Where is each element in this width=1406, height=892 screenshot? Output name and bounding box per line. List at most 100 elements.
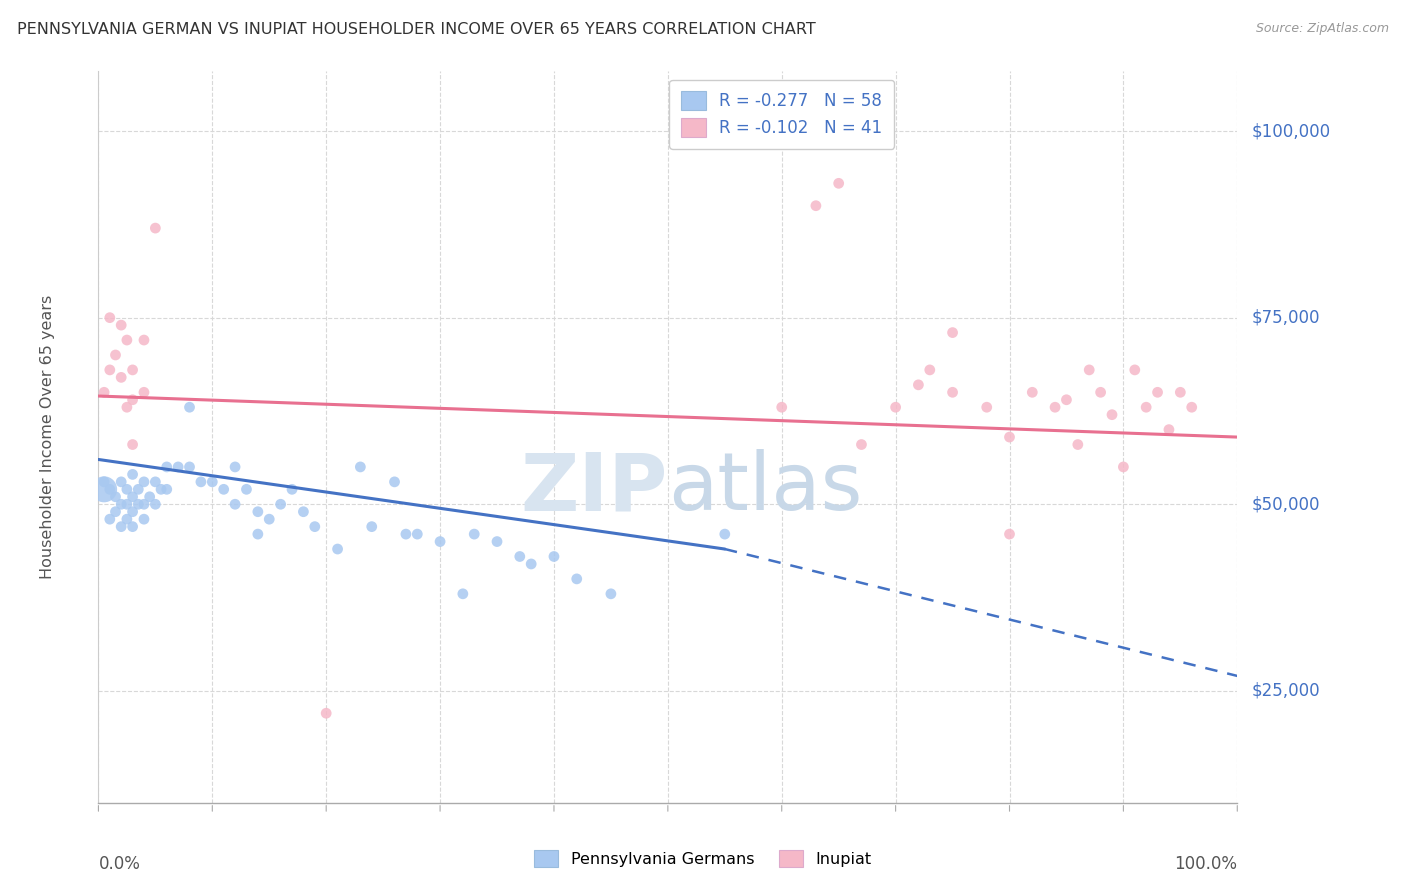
- Point: [179, 401, 201, 415]
- Point: [907, 377, 929, 392]
- Point: [145, 475, 167, 489]
- Point: [115, 333, 138, 347]
- Point: [770, 401, 793, 415]
- Point: [998, 430, 1021, 444]
- Point: [190, 475, 212, 489]
- Point: [463, 527, 485, 541]
- Point: [246, 505, 269, 519]
- Point: [1021, 385, 1043, 400]
- Point: [212, 483, 235, 497]
- Text: ZIP: ZIP: [520, 450, 668, 527]
- Point: [1090, 385, 1112, 400]
- Point: [93, 385, 115, 400]
- Text: PENNSYLVANIA GERMAN VS INUPIAT HOUSEHOLDER INCOME OVER 65 YEARS CORRELATION CHAR: PENNSYLVANIA GERMAN VS INUPIAT HOUSEHOLD…: [17, 22, 815, 37]
- Point: [509, 549, 531, 564]
- Point: [451, 587, 474, 601]
- Point: [167, 459, 190, 474]
- Point: [121, 505, 143, 519]
- Text: $25,000: $25,000: [1253, 681, 1320, 700]
- Text: $100,000: $100,000: [1253, 122, 1331, 140]
- Point: [270, 497, 292, 511]
- Point: [395, 527, 418, 541]
- Text: $50,000: $50,000: [1253, 495, 1320, 513]
- Point: [98, 310, 121, 325]
- Point: [145, 497, 167, 511]
- Point: [1101, 408, 1123, 422]
- Point: [98, 363, 121, 377]
- Point: [132, 385, 155, 400]
- Point: [543, 549, 565, 564]
- Point: [1181, 401, 1204, 415]
- Point: [104, 490, 127, 504]
- Point: [851, 437, 873, 451]
- Point: [714, 527, 737, 541]
- Point: [1157, 423, 1180, 437]
- Point: [121, 437, 143, 451]
- Point: [110, 370, 132, 384]
- Point: [132, 497, 155, 511]
- Point: [1146, 385, 1168, 400]
- Text: 100.0%: 100.0%: [1174, 855, 1237, 873]
- Point: [127, 497, 149, 511]
- Text: Householder Income Over 65 years: Householder Income Over 65 years: [39, 295, 55, 579]
- Point: [104, 505, 127, 519]
- Point: [520, 557, 543, 571]
- Point: [304, 519, 326, 533]
- Point: [138, 490, 160, 504]
- Point: [121, 363, 143, 377]
- Point: [115, 401, 138, 415]
- Point: [201, 475, 224, 489]
- Point: [1112, 459, 1135, 474]
- Point: [281, 483, 304, 497]
- Point: [1067, 437, 1090, 451]
- Point: [315, 706, 337, 721]
- Point: [486, 534, 509, 549]
- Point: [93, 483, 115, 497]
- Point: [259, 512, 281, 526]
- Point: [384, 475, 406, 489]
- Point: [121, 467, 143, 482]
- Point: [115, 497, 138, 511]
- Legend: Pennsylvania Germans, Inupiat: Pennsylvania Germans, Inupiat: [529, 844, 877, 873]
- Text: Source: ZipAtlas.com: Source: ZipAtlas.com: [1256, 22, 1389, 36]
- Point: [976, 401, 998, 415]
- Point: [429, 534, 451, 549]
- Text: atlas: atlas: [668, 450, 862, 527]
- Point: [132, 475, 155, 489]
- Point: [156, 459, 179, 474]
- Point: [1054, 392, 1078, 407]
- Text: $75,000: $75,000: [1253, 309, 1320, 326]
- Point: [98, 483, 121, 497]
- Text: 0.0%: 0.0%: [98, 855, 141, 873]
- Point: [115, 512, 138, 526]
- Point: [121, 519, 143, 533]
- Point: [145, 221, 167, 235]
- Point: [998, 527, 1021, 541]
- Point: [110, 497, 132, 511]
- Point: [292, 505, 315, 519]
- Point: [1123, 363, 1146, 377]
- Point: [132, 512, 155, 526]
- Point: [224, 459, 246, 474]
- Point: [127, 483, 149, 497]
- Point: [235, 483, 257, 497]
- Point: [121, 392, 143, 407]
- Point: [1043, 401, 1066, 415]
- Point: [1135, 401, 1157, 415]
- Point: [406, 527, 429, 541]
- Point: [600, 587, 623, 601]
- Point: [942, 385, 965, 400]
- Point: [884, 401, 907, 415]
- Point: [132, 333, 155, 347]
- Point: [360, 519, 382, 533]
- Point: [110, 318, 132, 332]
- Point: [150, 483, 173, 497]
- Point: [349, 459, 371, 474]
- Point: [828, 177, 851, 191]
- Point: [121, 490, 143, 504]
- Point: [110, 519, 132, 533]
- Point: [93, 475, 115, 489]
- Point: [1170, 385, 1192, 400]
- Point: [156, 483, 179, 497]
- Point: [918, 363, 941, 377]
